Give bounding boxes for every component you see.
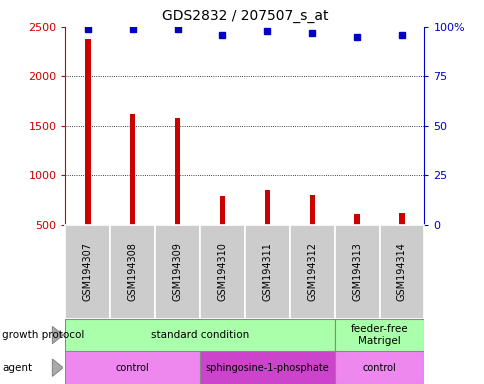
Bar (334, 351, 424, 384)
Text: GSM194314: GSM194314 (396, 242, 406, 301)
Text: feeder-free
Matrigel: feeder-free Matrigel (350, 324, 408, 346)
Title: GDS2832 / 207507_s_at: GDS2832 / 207507_s_at (161, 9, 328, 23)
Text: control: control (116, 362, 150, 373)
Text: GSM194310: GSM194310 (217, 242, 227, 301)
Bar (378, 225, 424, 319)
Bar (309, 195, 314, 274)
Bar (289, 225, 334, 319)
Text: GSM194308: GSM194308 (127, 242, 137, 301)
Text: control: control (362, 362, 395, 373)
Bar (175, 118, 180, 274)
Text: GSM194312: GSM194312 (306, 242, 317, 301)
Text: growth protocol: growth protocol (2, 330, 85, 340)
Bar (398, 213, 404, 274)
Text: GSM194307: GSM194307 (83, 242, 93, 301)
Text: standard condition: standard condition (151, 330, 249, 340)
Bar (219, 196, 225, 274)
Bar (85, 39, 91, 274)
Bar (130, 114, 135, 274)
Text: GSM194311: GSM194311 (262, 242, 272, 301)
Bar (354, 214, 359, 274)
Bar (334, 319, 424, 351)
Bar (65, 225, 110, 319)
Bar (65, 319, 334, 351)
Bar (200, 351, 334, 384)
Bar (264, 190, 270, 274)
Bar (65, 351, 199, 384)
Bar (155, 225, 200, 319)
Text: GSM194313: GSM194313 (351, 242, 362, 301)
Text: sphingosine-1-phosphate: sphingosine-1-phosphate (205, 362, 329, 373)
Bar (334, 225, 378, 319)
Text: agent: agent (2, 362, 32, 373)
Bar (244, 225, 289, 319)
Bar (200, 225, 244, 319)
Bar (110, 225, 155, 319)
Polygon shape (52, 359, 63, 376)
Text: GSM194309: GSM194309 (172, 242, 182, 301)
Polygon shape (52, 326, 63, 344)
